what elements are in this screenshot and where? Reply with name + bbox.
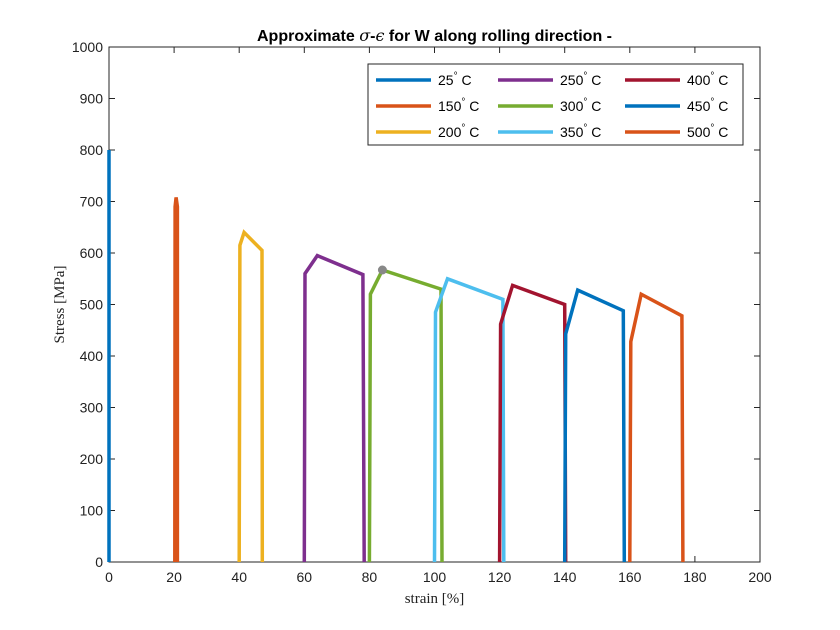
- legend: 25° C 150° C 200° C 250° C 300° C 350° C 400° …: [367, 63, 744, 146]
- legend-label-7: 450° C: [687, 97, 728, 114]
- marker-point-0: [377, 265, 387, 275]
- x-tick-label: 40: [231, 569, 247, 585]
- legend-label-8: 500° C: [687, 123, 728, 140]
- y-tick-label: 400: [80, 348, 104, 364]
- series-line-2: [237, 229, 265, 563]
- series-line-1: [173, 197, 180, 563]
- x-tick-label: 100: [423, 569, 447, 585]
- x-axis-label: strain [%]: [405, 591, 465, 607]
- x-tick-label: 140: [553, 569, 577, 585]
- series-line-5: [432, 276, 506, 563]
- y-tick-label: 1000: [72, 39, 103, 55]
- y-tick-label: 900: [80, 91, 104, 107]
- x-tick-label: 80: [362, 569, 378, 585]
- y-tick-label: 200: [80, 451, 104, 467]
- series-line-3: [302, 253, 366, 563]
- y-tick-label: 0: [95, 554, 103, 570]
- legend-label-2: 200° C: [438, 123, 479, 140]
- series-line-8: [628, 291, 685, 563]
- x-tick-label: 200: [748, 569, 772, 585]
- x-tick-label: 20: [166, 569, 182, 585]
- x-tick-label: 0: [105, 569, 113, 585]
- series-line-7: [562, 287, 627, 563]
- y-axis-label: Stress [MPa]: [52, 266, 68, 344]
- legend-label-6: 400° C: [687, 71, 728, 88]
- y-tick-label: 800: [80, 142, 104, 158]
- y-tick-label: 300: [80, 400, 104, 416]
- legend-label-5: 350° C: [560, 123, 601, 140]
- legend-label-3: 250° C: [560, 71, 601, 88]
- legend-label-0: 25° C: [438, 71, 472, 88]
- x-tick-label: 60: [297, 569, 313, 585]
- legend-label-4: 300° C: [560, 97, 601, 114]
- legend-label-1: 150° C: [438, 97, 479, 114]
- y-tick-label: 500: [80, 297, 104, 313]
- y-tick-label: 700: [80, 194, 104, 210]
- y-tick-label: 100: [80, 503, 104, 519]
- x-tick-label: 180: [683, 569, 707, 585]
- x-tick-label: 120: [488, 569, 512, 585]
- y-tick-label: 600: [80, 245, 104, 261]
- x-tick-label: 160: [618, 569, 642, 585]
- chart-title: Approximate σ-ϵ for W along rolling dire…: [257, 26, 612, 45]
